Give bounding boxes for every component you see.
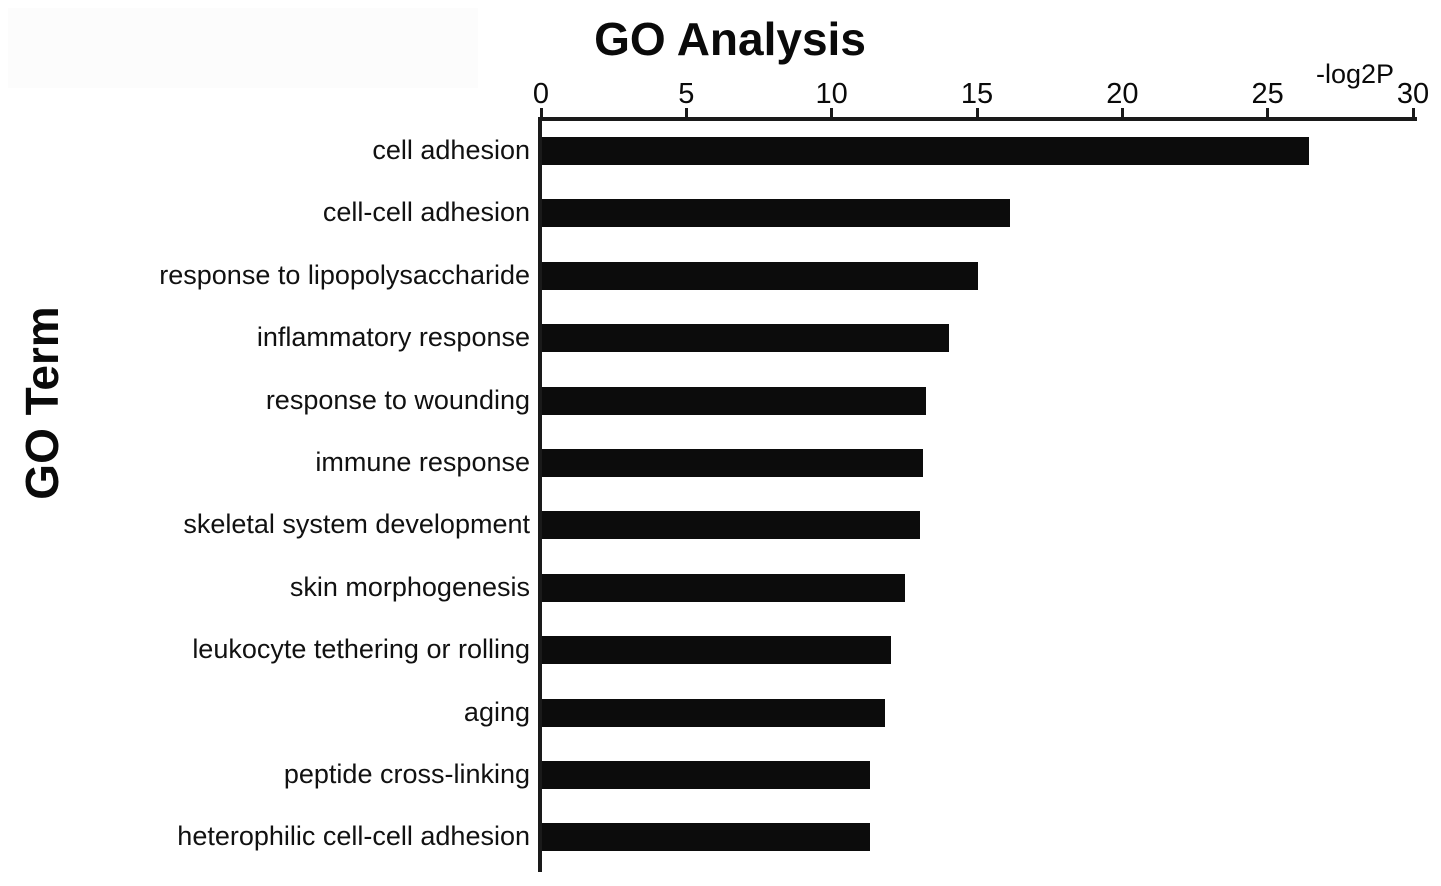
x-tick-label: 15 (960, 78, 994, 110)
x-tick (1411, 108, 1415, 117)
y-axis-line (538, 117, 542, 872)
x-tick-label: 25 (1251, 78, 1284, 110)
bar (542, 636, 891, 665)
x-axis-label: -log2P (1316, 59, 1395, 89)
bar (542, 511, 920, 540)
category-label: skeletal system development (183, 509, 530, 540)
category-label: cell-cell adhesion (322, 197, 530, 228)
bar (542, 573, 906, 602)
x-tick (1266, 108, 1270, 117)
x-tick-label: 5 (678, 78, 695, 110)
x-tick-label: 0 (532, 78, 550, 110)
bar (542, 324, 949, 353)
category-label: response to wounding (265, 384, 530, 415)
bar (542, 386, 926, 415)
x-tick-label: 30 (1396, 78, 1430, 110)
bar (542, 137, 1310, 165)
bar (542, 761, 871, 789)
category-label: skin morphogenesis (289, 571, 530, 602)
bar (542, 261, 978, 290)
x-tick-label: 20 (1106, 78, 1139, 110)
category-label: immune response (315, 447, 530, 477)
x-tick (684, 108, 688, 117)
category-label: heterophilic cell-cell adhesion (177, 821, 530, 852)
x-tick (1120, 108, 1124, 117)
category-label: leukocyte tethering or rolling (192, 634, 530, 665)
x-tick (830, 108, 834, 117)
x-tick (975, 108, 979, 117)
category-label: peptide cross-linking (283, 759, 530, 789)
watermark-patch (8, 8, 478, 88)
category-label: cell adhesion (372, 135, 530, 165)
bar (542, 823, 871, 852)
chart-title: GO Analysis (594, 13, 866, 65)
category-label: response to lipopolysaccharide (159, 259, 530, 290)
category-label: aging (463, 696, 530, 727)
x-axis-line (538, 117, 1417, 121)
bar (542, 698, 885, 727)
x-tick-label: 10 (815, 78, 848, 110)
x-tick (539, 108, 543, 117)
bar (542, 199, 1010, 228)
bar (542, 449, 923, 477)
category-label: inflammatory response (256, 322, 530, 353)
